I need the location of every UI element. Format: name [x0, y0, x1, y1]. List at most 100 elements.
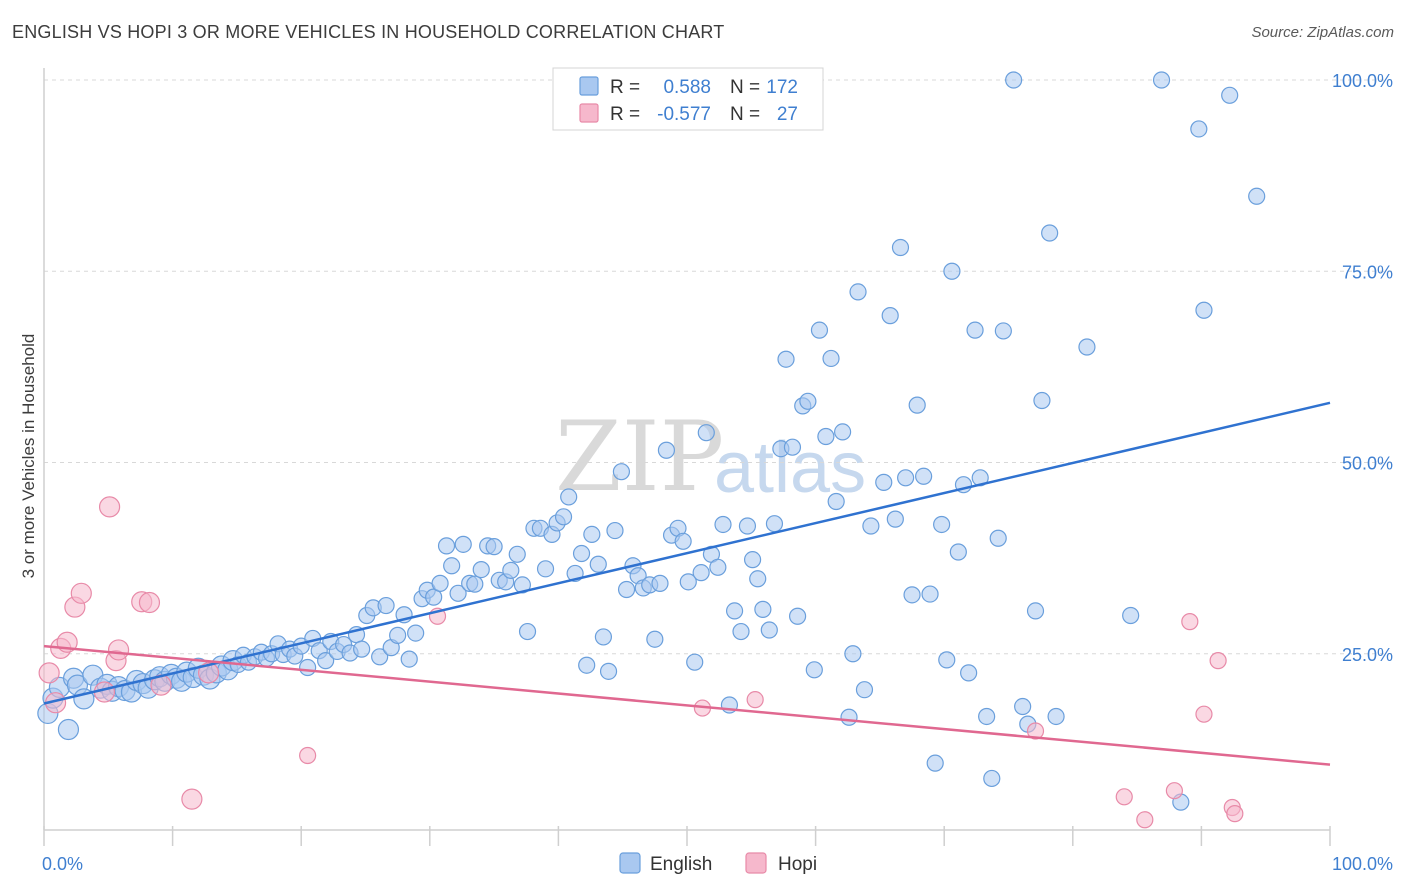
english-point	[1152, 71, 1171, 89]
bottom-legend-hopi: Hopi	[778, 854, 817, 875]
english-point	[589, 555, 607, 573]
hopi-point	[1115, 788, 1133, 806]
english-point	[994, 322, 1012, 340]
english-point	[886, 510, 904, 528]
hopi-point	[98, 496, 121, 518]
english-point	[697, 424, 715, 442]
english-point	[425, 588, 443, 606]
english-point	[377, 596, 395, 615]
y-tick-label: 25.0%	[1342, 645, 1393, 665]
hopi-point	[1209, 652, 1227, 670]
english-point	[431, 574, 449, 592]
english-point	[765, 515, 784, 533]
english-point	[1005, 71, 1023, 89]
y-tick-label: 50.0%	[1342, 454, 1393, 474]
english-point	[709, 558, 727, 576]
english-point	[508, 545, 526, 563]
english-point	[943, 262, 961, 280]
hopi-point	[1181, 613, 1199, 631]
english-point	[897, 469, 915, 487]
hopi-point	[198, 662, 220, 684]
english-point	[834, 423, 852, 441]
english-point	[960, 664, 978, 682]
english-point	[353, 640, 371, 658]
english-point	[799, 392, 817, 410]
english-point	[915, 467, 933, 485]
english-point	[805, 661, 823, 679]
english-point	[1078, 338, 1096, 356]
english-point	[725, 602, 744, 620]
bottom-legend-swatch-english	[619, 852, 641, 874]
english-point	[299, 658, 317, 677]
english-point	[443, 557, 461, 575]
english-point	[1195, 301, 1213, 319]
english-point	[788, 607, 807, 625]
english-point	[1033, 391, 1051, 410]
english-point	[840, 708, 858, 726]
hopi-points	[38, 496, 1244, 829]
english-point	[903, 586, 921, 604]
hopi-point	[1195, 705, 1213, 723]
legend-r-value-hopi: -0.577	[657, 104, 711, 125]
english-point	[862, 517, 880, 535]
english-point	[783, 438, 802, 456]
bottom-legend-swatch-hopi	[745, 852, 767, 874]
legend-swatch-english	[579, 76, 599, 96]
english-point	[714, 515, 732, 534]
english-point	[651, 574, 669, 592]
hopi-point	[38, 662, 60, 684]
english-point	[437, 537, 456, 555]
y-tick-labels: 25.0% 50.0% 75.0% 100.0%	[1332, 71, 1393, 665]
hopi-point	[1136, 811, 1154, 829]
english-point	[646, 630, 664, 648]
legend-n-value-hopi: 27	[777, 104, 798, 125]
english-point	[317, 652, 335, 670]
watermark-zip: ZIP	[555, 401, 724, 513]
hopi-point	[1226, 805, 1244, 823]
english-point	[875, 473, 893, 491]
hopi-point	[181, 788, 203, 810]
english-point	[933, 515, 951, 534]
english-point	[822, 349, 840, 368]
x-tick-label-min: 0.0%	[42, 854, 83, 874]
english-point	[599, 662, 618, 680]
hopi-point	[1026, 722, 1045, 740]
english-point	[1122, 606, 1140, 625]
english-point	[536, 560, 555, 578]
hopi-trend-line	[43, 644, 1331, 766]
hopi-point	[746, 691, 764, 709]
english-point	[1041, 224, 1059, 242]
chart-source: Source: ZipAtlas.com	[1251, 24, 1394, 41]
legend-r-value-english: 0.588	[663, 77, 711, 98]
hopi-point	[107, 639, 130, 661]
english-point	[849, 283, 867, 301]
english-point	[938, 651, 956, 669]
english-point	[572, 544, 591, 563]
english-point	[908, 396, 926, 414]
legend-swatch-hopi	[579, 103, 599, 123]
hopi-point	[299, 746, 317, 765]
english-point	[1190, 120, 1208, 138]
english-point	[749, 570, 767, 588]
english-point	[827, 492, 845, 511]
english-point	[485, 538, 503, 556]
english-point	[606, 521, 624, 540]
english-trend-line	[43, 401, 1331, 705]
english-point	[1014, 697, 1032, 716]
english-point	[400, 650, 418, 668]
legend-n-label-hopi: N =	[730, 104, 760, 125]
english-point	[881, 307, 899, 325]
english-point	[657, 441, 676, 459]
english-point	[810, 321, 829, 339]
english-point	[472, 560, 490, 579]
english-point	[732, 622, 750, 641]
english-point	[1221, 86, 1239, 104]
series-legend: English Hopi	[619, 852, 817, 875]
english-point	[674, 532, 692, 550]
hopi-point	[1165, 782, 1183, 800]
chart-title: ENGLISH VS HOPI 3 OR MORE VEHICLES IN HO…	[12, 22, 725, 42]
english-point	[583, 525, 601, 544]
english-point	[554, 508, 573, 526]
english-point	[617, 580, 636, 599]
